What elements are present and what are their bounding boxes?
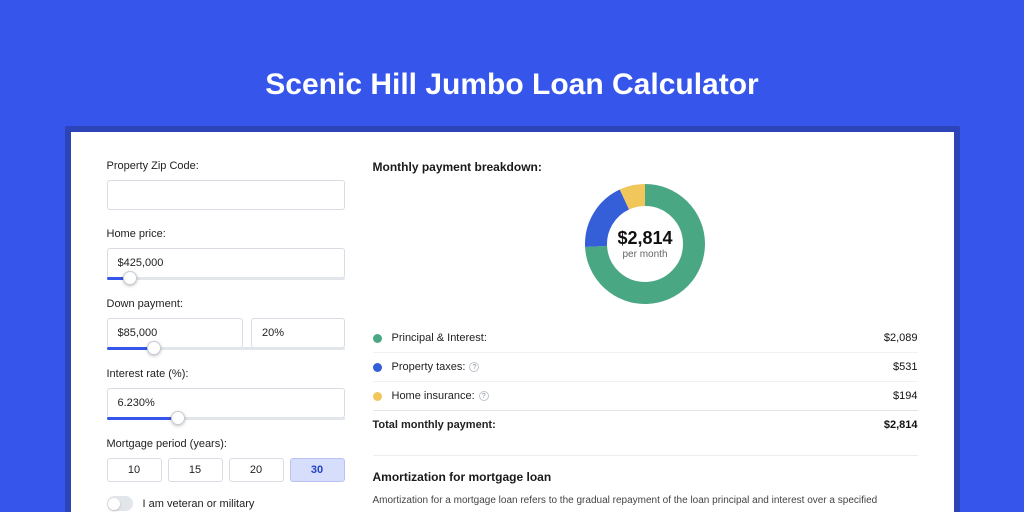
donut-sub: per month — [617, 249, 672, 260]
field-veteran: I am veteran or military — [107, 496, 345, 511]
field-zip: Property Zip Code: — [107, 160, 345, 210]
legend-row: Property taxes: ?$531 — [373, 352, 918, 381]
home-price-input[interactable] — [107, 248, 345, 278]
down-payment-percent-input[interactable] — [251, 318, 345, 348]
info-icon[interactable]: ? — [479, 391, 489, 401]
interest-rate-label: Interest rate (%): — [107, 368, 345, 380]
veteran-toggle[interactable] — [107, 496, 133, 511]
info-icon[interactable]: ? — [469, 362, 479, 372]
legend-dot — [373, 392, 382, 401]
field-interest-rate: Interest rate (%): — [107, 368, 345, 420]
legend-total-row: Total monthly payment:$2,814 — [373, 410, 918, 439]
mortgage-period-option-10[interactable]: 10 — [107, 458, 162, 482]
form-column: Property Zip Code: Home price: Down paym… — [107, 160, 345, 512]
legend-label: Principal & Interest: — [392, 332, 884, 344]
mortgage-period-label: Mortgage period (years): — [107, 438, 345, 450]
legend-label: Home insurance: ? — [392, 390, 894, 402]
interest-rate-slider-thumb[interactable] — [171, 411, 185, 425]
legend-total-label: Total monthly payment: — [373, 419, 884, 431]
interest-rate-slider[interactable] — [107, 417, 345, 420]
mortgage-period-options: 10152030 — [107, 458, 345, 482]
donut-amount: $2,814 — [617, 228, 672, 249]
amortization-section: Amortization for mortgage loan Amortizat… — [373, 455, 918, 508]
breakdown-title: Monthly payment breakdown: — [373, 160, 918, 174]
field-home-price: Home price: — [107, 228, 345, 280]
zip-label: Property Zip Code: — [107, 160, 345, 172]
legend-amount: $531 — [893, 361, 917, 373]
amortization-text: Amortization for a mortgage loan refers … — [373, 494, 918, 508]
legend-label: Property taxes: ? — [392, 361, 894, 373]
legend-total-amount: $2,814 — [884, 419, 918, 431]
veteran-label: I am veteran or military — [143, 498, 255, 510]
breakdown-column: Monthly payment breakdown: $2,814 per mo… — [373, 160, 918, 512]
down-payment-amount-input[interactable] — [107, 318, 243, 348]
legend-row: Principal & Interest:$2,089 — [373, 324, 918, 352]
amortization-title: Amortization for mortgage loan — [373, 470, 918, 484]
mortgage-period-option-15[interactable]: 15 — [168, 458, 223, 482]
down-payment-slider[interactable] — [107, 347, 345, 350]
legend-amount: $2,089 — [884, 332, 918, 344]
donut-center: $2,814 per month — [617, 228, 672, 260]
interest-rate-input[interactable] — [107, 388, 345, 418]
page-title: Scenic Hill Jumbo Loan Calculator — [265, 68, 758, 102]
mortgage-period-option-20[interactable]: 20 — [229, 458, 284, 482]
mortgage-period-option-30[interactable]: 30 — [290, 458, 345, 482]
donut-segment-home_insurance — [624, 195, 645, 200]
calculator-card: Property Zip Code: Home price: Down paym… — [71, 132, 954, 512]
legend-amount: $194 — [893, 390, 917, 402]
home-price-label: Home price: — [107, 228, 345, 240]
home-price-slider-thumb[interactable] — [123, 271, 137, 285]
interest-rate-slider-fill — [107, 417, 178, 420]
legend-dot — [373, 363, 382, 372]
down-payment-label: Down payment: — [107, 298, 345, 310]
field-mortgage-period: Mortgage period (years): 10152030 — [107, 438, 345, 482]
field-down-payment: Down payment: — [107, 298, 345, 350]
down-payment-slider-thumb[interactable] — [147, 341, 161, 355]
zip-input[interactable] — [107, 180, 345, 210]
home-price-slider[interactable] — [107, 277, 345, 280]
donut-chart: $2,814 per month — [373, 184, 918, 304]
card-outer-shadow: Property Zip Code: Home price: Down paym… — [65, 126, 960, 512]
legend-dot — [373, 334, 382, 343]
legend-row: Home insurance: ?$194 — [373, 381, 918, 410]
breakdown-legend: Principal & Interest:$2,089Property taxe… — [373, 324, 918, 439]
